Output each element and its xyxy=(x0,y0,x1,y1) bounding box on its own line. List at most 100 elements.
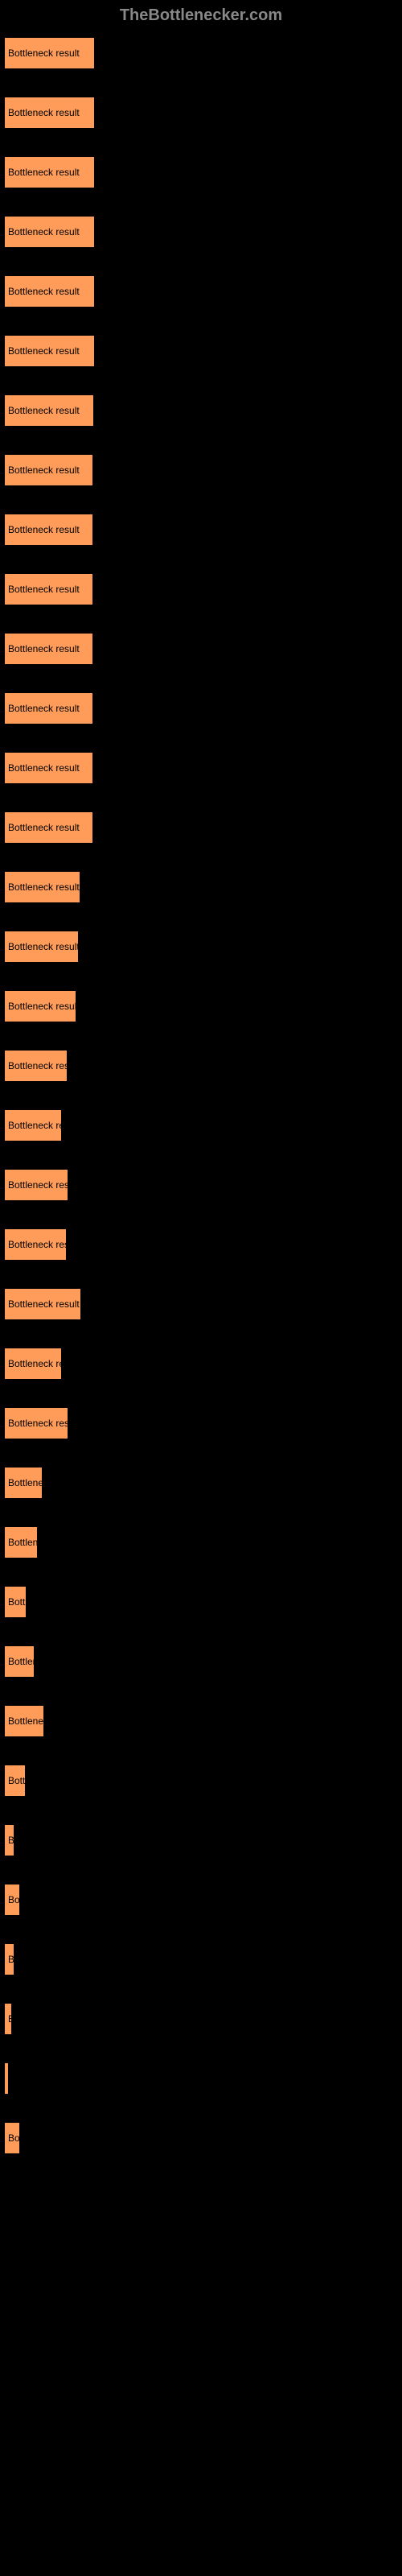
bar: Bottleneck result xyxy=(4,1050,68,1082)
bar-row: Bottleneck result xyxy=(4,97,398,129)
bar: Bottleneck result xyxy=(4,1348,62,1380)
bar: Bottleneck result xyxy=(4,2062,9,2095)
bar: Bottleneck result xyxy=(4,1943,14,1975)
bar-row: Bottleneck result xyxy=(4,2122,398,2154)
bar-row: Bottleneck result xyxy=(4,1884,398,1916)
bar-label: Bottleneck result xyxy=(8,643,80,654)
bar: Bottleneck result xyxy=(4,1228,67,1261)
bar-label: Bottleneck result xyxy=(8,107,80,118)
bar-label: Bottleneck result xyxy=(8,1477,43,1488)
bar-row: Bottleneck result xyxy=(4,1348,398,1380)
bar: Bottleneck result xyxy=(4,931,79,963)
bar-label: Bottleneck result xyxy=(8,1120,62,1131)
bar-row: Bottleneck result xyxy=(4,514,398,546)
bar-row: Bottleneck result xyxy=(4,573,398,605)
bar: Bottleneck result xyxy=(4,2003,12,2035)
bar-row: Bottleneck result xyxy=(4,1526,398,1558)
bar-row: Bottleneck result xyxy=(4,1169,398,1201)
bar: Bottleneck result xyxy=(4,573,93,605)
bar-row: Bottleneck result xyxy=(4,1109,398,1141)
bar-row: Bottleneck result xyxy=(4,1824,398,1856)
bar-label: Bottleneck result xyxy=(8,1954,14,1965)
bar-row: Bottleneck result xyxy=(4,1407,398,1439)
bar-row: Bottleneck result xyxy=(4,1288,398,1320)
bar-row: Bottleneck result xyxy=(4,1050,398,1082)
bar: Bottleneck result xyxy=(4,633,93,665)
bar-label: Bottleneck result xyxy=(8,1179,68,1191)
bar-label: Bottleneck result xyxy=(8,1418,68,1429)
bar-label: Bottleneck result xyxy=(8,1715,44,1727)
bar-row: Bottleneck result xyxy=(4,1943,398,1975)
bar-label: Bottleneck result xyxy=(8,2073,9,2084)
bar: Bottleneck result xyxy=(4,1288,81,1320)
bar-row: Bottleneck result xyxy=(4,1467,398,1499)
bar: Bottleneck result xyxy=(4,1169,68,1201)
bar-row: Bottleneck result xyxy=(4,335,398,367)
bar-row: Bottleneck result xyxy=(4,1705,398,1737)
bar-label: Bottleneck result xyxy=(8,345,80,357)
bar: Bottleneck result xyxy=(4,692,93,724)
bar-row: Bottleneck result xyxy=(4,394,398,427)
bar-row: Bottleneck result xyxy=(4,37,398,69)
bar: Bottleneck result xyxy=(4,1407,68,1439)
site-header: TheBottlenecker.com xyxy=(0,0,402,37)
bar-label: Bottleneck result xyxy=(8,524,80,535)
bar-row: Bottleneck result xyxy=(4,2003,398,2035)
bar-row: Bottleneck result xyxy=(4,2062,398,2095)
bar-label: Bottleneck result xyxy=(8,464,80,476)
bar: Bottleneck result xyxy=(4,97,95,129)
bar: Bottleneck result xyxy=(4,1467,43,1499)
bar: Bottleneck result xyxy=(4,156,95,188)
bar-label: Bottleneck result xyxy=(8,47,80,59)
bar: Bottleneck result xyxy=(4,871,80,903)
bar-chart: Bottleneck result Bottleneck result Bott… xyxy=(0,37,402,2154)
bar-label: Bottleneck result xyxy=(8,822,80,833)
bar: Bottleneck result xyxy=(4,1765,26,1797)
bar-row: Bottleneck result xyxy=(4,454,398,486)
bar-label: Bottleneck result xyxy=(8,1358,62,1369)
bar-label: Bottleneck result xyxy=(8,1060,68,1071)
bar: Bottleneck result xyxy=(4,394,94,427)
bar-label: Bottleneck result xyxy=(8,167,80,178)
bar: Bottleneck result xyxy=(4,1586,27,1618)
bar-label: Bottleneck result xyxy=(8,1298,80,1310)
bar-row: Bottleneck result xyxy=(4,1765,398,1797)
bar-label: Bottleneck result xyxy=(8,1835,14,1846)
bar-label: Bottleneck result xyxy=(8,703,80,714)
bar-row: Bottleneck result xyxy=(4,752,398,784)
bar-label: Bottleneck result xyxy=(8,881,80,893)
bar-label: Bottleneck result xyxy=(8,1001,76,1012)
bar-label: Bottleneck result xyxy=(8,1537,38,1548)
bar: Bottleneck result xyxy=(4,275,95,308)
bar-row: Bottleneck result xyxy=(4,1645,398,1678)
bar: Bottleneck result xyxy=(4,1884,20,1916)
bar-label: Bottleneck result xyxy=(8,584,80,595)
bar-label: Bottleneck result xyxy=(8,226,80,237)
bar: Bottleneck result xyxy=(4,2122,20,2154)
bar: Bottleneck result xyxy=(4,1526,38,1558)
bar-row: Bottleneck result xyxy=(4,216,398,248)
bar-label: Bottleneck result xyxy=(8,941,79,952)
bar-row: Bottleneck result xyxy=(4,871,398,903)
bar-label: Bottleneck result xyxy=(8,762,80,774)
bar: Bottleneck result xyxy=(4,454,93,486)
bar: Bottleneck result xyxy=(4,1109,62,1141)
bar-row: Bottleneck result xyxy=(4,1586,398,1618)
bar-label: Bottleneck result xyxy=(8,1775,26,1786)
bar: Bottleneck result xyxy=(4,335,95,367)
bar-label: Bottleneck result xyxy=(8,2132,20,2144)
bar-row: Bottleneck result xyxy=(4,633,398,665)
bar-row: Bottleneck result xyxy=(4,990,398,1022)
bar-label: Bottleneck result xyxy=(8,2013,12,2025)
bar-row: Bottleneck result xyxy=(4,931,398,963)
bar-label: Bottleneck result xyxy=(8,1656,35,1667)
bar-row: Bottleneck result xyxy=(4,692,398,724)
bar: Bottleneck result xyxy=(4,216,95,248)
bar: Bottleneck result xyxy=(4,990,76,1022)
bar: Bottleneck result xyxy=(4,1645,35,1678)
bar-label: Bottleneck result xyxy=(8,1894,20,1905)
bar-row: Bottleneck result xyxy=(4,811,398,844)
bar-label: Bottleneck result xyxy=(8,405,80,416)
bar-row: Bottleneck result xyxy=(4,275,398,308)
bar-row: Bottleneck result xyxy=(4,1228,398,1261)
